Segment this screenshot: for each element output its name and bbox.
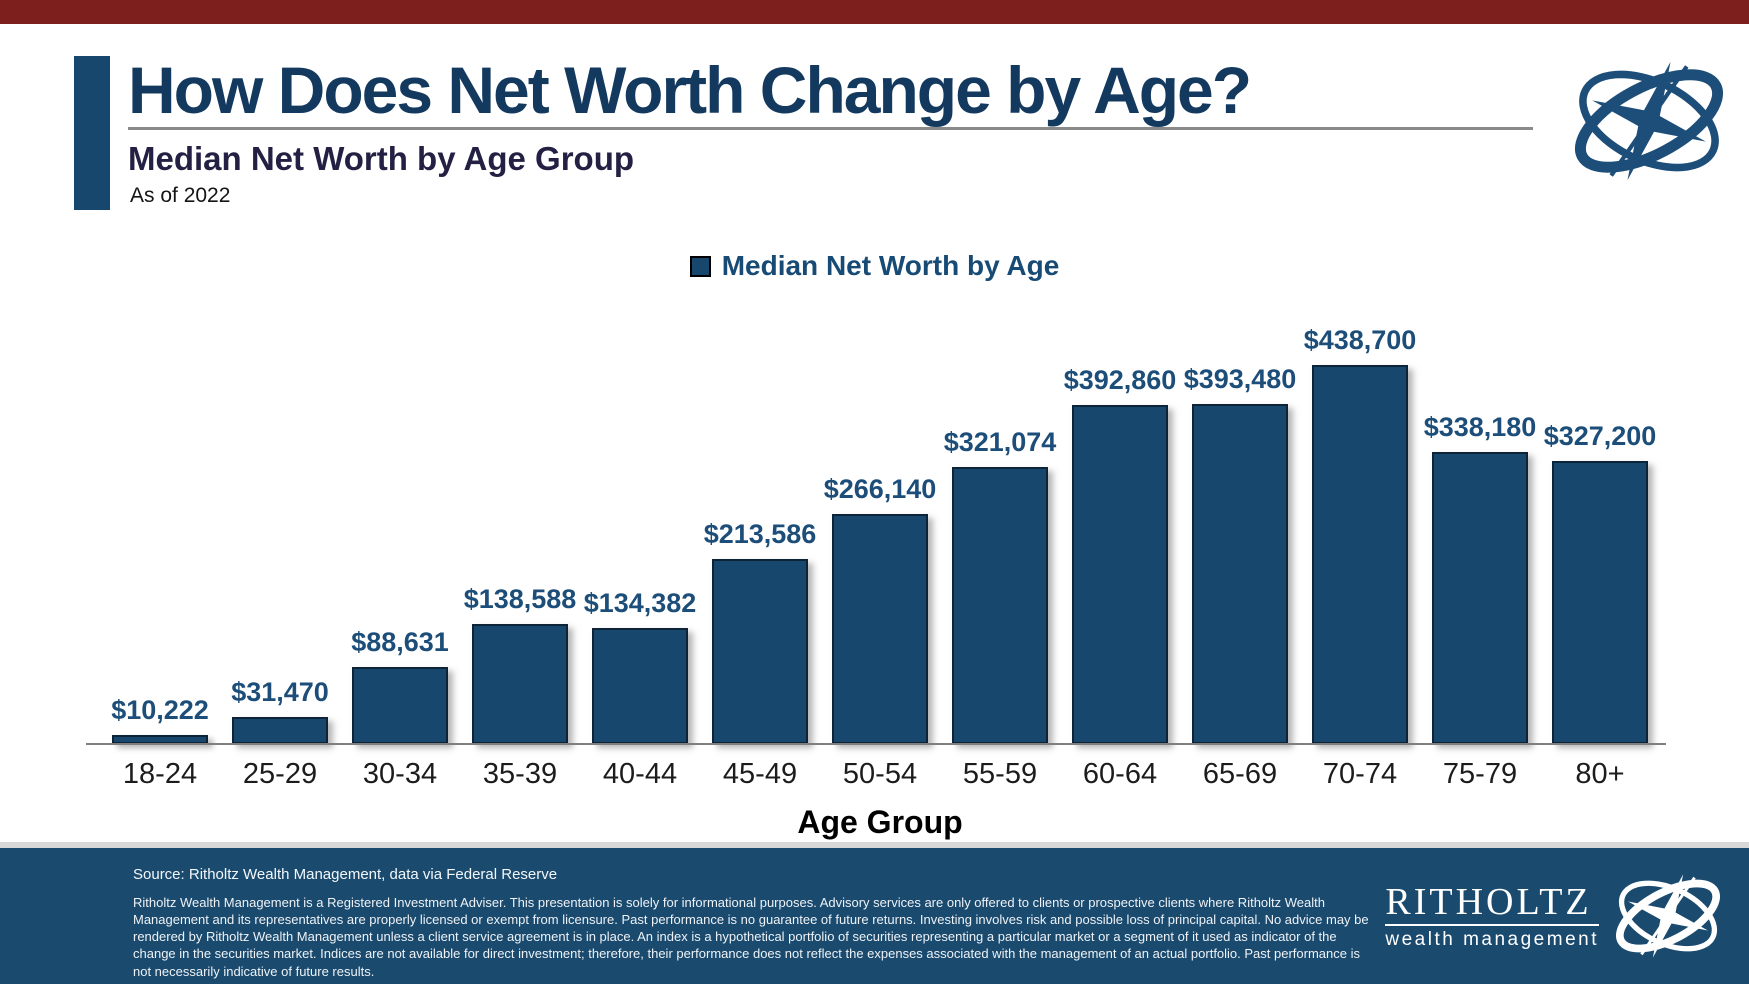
bar-slot: $138,588 <box>460 300 580 744</box>
bar <box>1072 405 1168 744</box>
bar-slot: $88,631 <box>340 300 460 744</box>
title-divider <box>128 127 1533 130</box>
x-tick-label: 30-34 <box>362 758 438 790</box>
bar-slot: $134,382 <box>580 300 700 744</box>
x-tick-label: 18-24 <box>122 758 198 790</box>
x-tick-label: 50-54 <box>842 758 918 790</box>
brand-logo: RITHOLTZ wealth management <box>1385 862 1727 970</box>
footer-compass-icon <box>1609 862 1727 970</box>
top-accent-bar <box>0 0 1749 24</box>
bar-slot: $10,222 <box>100 300 220 744</box>
chart-subtitle: Median Net Worth by Age Group <box>128 140 635 177</box>
bar-value-label: $31,470 <box>231 677 329 707</box>
bar <box>1312 365 1408 744</box>
brand-rule <box>1385 924 1599 926</box>
bar-value-label: $321,074 <box>943 427 1057 457</box>
x-tick-label: 65-69 <box>1202 758 1278 790</box>
x-tick-label: 25-29 <box>242 758 318 790</box>
x-tick-label: 55-59 <box>962 758 1038 790</box>
bar <box>472 624 568 744</box>
footer-divider <box>0 842 1749 848</box>
x-axis-title: Age Group <box>797 804 963 840</box>
disclaimer-text: Ritholtz Wealth Management is a Register… <box>133 895 1369 979</box>
brand-name: RITHOLTZ <box>1385 881 1592 923</box>
brand-text: RITHOLTZ wealth management <box>1385 883 1599 949</box>
compass-logo-icon <box>1565 45 1733 197</box>
bar-value-label: $213,586 <box>703 519 817 549</box>
bar-value-label: $392,860 <box>1063 365 1177 395</box>
bar-value-label: $438,700 <box>1303 325 1417 355</box>
x-tick-label: 45-49 <box>722 758 798 790</box>
x-tick-label: 75-79 <box>1442 758 1518 790</box>
bar <box>1432 452 1528 744</box>
bar-slot: $266,140 <box>820 300 940 744</box>
bar-slot: $338,180 <box>1420 300 1540 744</box>
source-text: Source: Ritholtz Wealth Management, data… <box>133 866 558 883</box>
page-title: How Does Net Worth Change by Age? <box>128 53 1252 127</box>
bar-value-label: $266,140 <box>823 474 937 504</box>
bar <box>1552 461 1648 744</box>
bar <box>832 514 928 744</box>
bar <box>232 717 328 744</box>
x-tick-label: 80+ <box>1575 758 1625 790</box>
bar-value-label: $327,200 <box>1543 421 1657 451</box>
bar-value-label: $10,222 <box>111 695 209 725</box>
bar-slot: $392,860 <box>1060 300 1180 744</box>
as-of-date: As of 2022 <box>130 184 231 207</box>
bar <box>712 559 808 744</box>
bar <box>1192 404 1288 744</box>
x-tick-label: 40-44 <box>602 758 678 790</box>
bar-value-label: $88,631 <box>351 627 449 657</box>
bar-slot: $213,586 <box>700 300 820 744</box>
x-tick-label: 70-74 <box>1322 758 1398 790</box>
legend-swatch <box>689 255 711 277</box>
bar-slot: $321,074 <box>940 300 1060 744</box>
bar-slot: $393,480 <box>1180 300 1300 744</box>
bar <box>592 628 688 744</box>
bar-value-label: $338,180 <box>1423 412 1537 442</box>
legend: Median Net Worth by Age <box>0 250 1749 282</box>
bar-value-label: $134,382 <box>583 588 697 618</box>
bar <box>352 667 448 744</box>
legend-label: Median Net Worth by Age <box>721 250 1060 281</box>
x-axis-ticks: 18-24 25-29 30-34 35-39 40-44 45-49 50-54 55-59… <box>100 758 1660 791</box>
x-tick-label: 35-39 <box>482 758 558 790</box>
brand-subtitle: wealth management <box>1385 929 1599 950</box>
bar-slot: $438,700 <box>1300 300 1420 744</box>
bar-value-label: $393,480 <box>1183 364 1297 394</box>
title-accent-bar <box>74 56 110 210</box>
footer: Source: Ritholtz Wealth Management, data… <box>0 848 1749 984</box>
bar-slot: $31,470 <box>220 300 340 744</box>
bar <box>952 467 1048 744</box>
x-tick-label: 60-64 <box>1082 758 1158 790</box>
bar-value-label: $138,588 <box>463 584 577 614</box>
bar-slot: $327,200 <box>1540 300 1660 744</box>
x-axis-line <box>86 743 1666 745</box>
bar-chart: $10,222 $31,470 $88,631 $138,588 $134,382 $21… <box>100 300 1660 744</box>
